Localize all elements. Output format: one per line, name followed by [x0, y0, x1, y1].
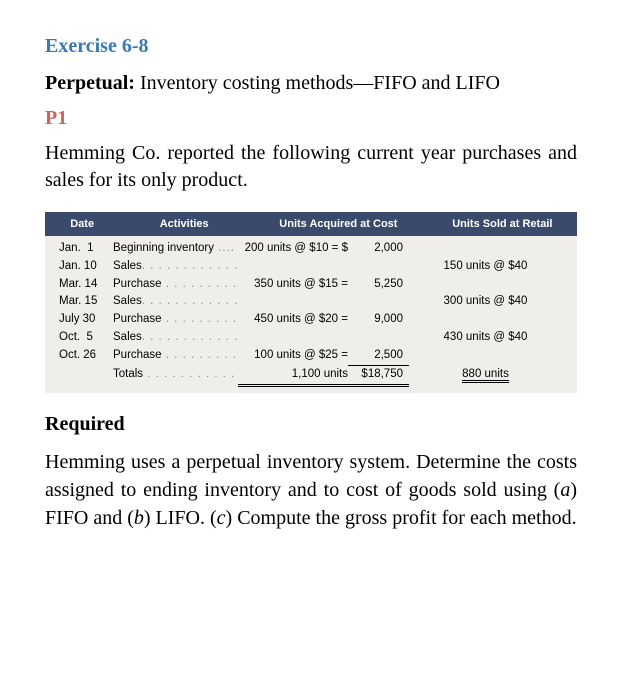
cell-activity: Sales. . . . . . . . . . . . . . . . — [113, 258, 238, 276]
col-header-activities: Activities — [119, 212, 249, 236]
cell-acquired: 200 units @ $10 = $2,000 — [238, 240, 413, 258]
table-totals-row: Totals . . . . . . . . . . . . . . .1,10… — [45, 366, 577, 387]
cell-activity: Purchase . . . . . . . . . . . . — [113, 276, 238, 294]
cell-activity: Beginning inventory .... — [113, 240, 238, 258]
cell-sold: 430 units @ $40 — [413, 329, 558, 347]
intro-text: Hemming Co. reported the following curre… — [45, 140, 577, 194]
req-t1: Hemming uses a perpetual inventory syste… — [45, 451, 577, 501]
table-header: Date Activities Units Acquired at Cost U… — [45, 212, 577, 236]
cell-sold: 150 units @ $40 — [413, 258, 558, 276]
table-row: July 30Purchase . . . . . . . . . . . .4… — [45, 311, 577, 329]
table-row: Mar. 15Sales. . . . . . . . . . . . . . … — [45, 293, 577, 311]
exercise-title: Perpetual: Inventory costing methods—FIF… — [45, 70, 577, 97]
title-bold: Perpetual: — [45, 72, 135, 94]
table-row: Oct. 26Purchase . . . . . . . . . . . .1… — [45, 347, 577, 366]
table-row: Oct. 5Sales. . . . . . . . . . . . . . .… — [45, 329, 577, 347]
cell-date: Mar. 14 — [45, 276, 113, 294]
title-rest: Inventory costing methods—FIFO and LIFO — [135, 72, 500, 94]
cell-sold: 880 units — [413, 366, 558, 384]
table-row: Jan. 1Beginning inventory ....200 units … — [45, 240, 577, 258]
cell-date: July 30 — [45, 311, 113, 329]
cell-acquired: 1,100 units$18,750 — [238, 366, 413, 387]
cell-sold: 300 units @ $40 — [413, 293, 558, 311]
cell-activity: Purchase . . . . . . . . . . . . — [113, 311, 238, 329]
table-body: Jan. 1Beginning inventory ....200 units … — [45, 236, 577, 387]
req-b: b — [134, 507, 144, 529]
table-row: Mar. 14Purchase . . . . . . . . . . . .3… — [45, 276, 577, 294]
col-header-acquired: Units Acquired at Cost — [249, 212, 428, 236]
exercise-number: Exercise 6-8 — [45, 35, 577, 58]
cell-acquired: 100 units @ $25 =2,500 — [238, 347, 413, 366]
cell-date: Oct. 5 — [45, 329, 113, 347]
table-row: Jan. 10Sales. . . . . . . . . . . . . . … — [45, 258, 577, 276]
required-text: Hemming uses a perpetual inventory syste… — [45, 448, 577, 532]
cell-activity: Sales. . . . . . . . . . . . . . . . — [113, 293, 238, 311]
inventory-table: Date Activities Units Acquired at Cost U… — [45, 212, 577, 393]
cell-acquired: 450 units @ $20 =9,000 — [238, 311, 413, 329]
req-t4: ) Compute the gross profit for each meth… — [226, 507, 577, 529]
req-a: a — [560, 479, 570, 501]
cell-date: Jan. 1 — [45, 240, 113, 258]
col-header-sold: Units Sold at Retail — [428, 212, 577, 236]
cell-activity: Totals . . . . . . . . . . . . . . . — [113, 366, 238, 384]
cell-date: Mar. 15 — [45, 293, 113, 311]
problem-label: P1 — [45, 107, 577, 130]
cell-activity: Purchase . . . . . . . . . . . . — [113, 347, 238, 365]
req-t3: ) LIFO. ( — [144, 507, 217, 529]
col-header-date: Date — [45, 212, 119, 236]
required-heading: Required — [45, 413, 577, 436]
req-c: c — [217, 507, 226, 529]
cell-date: Oct. 26 — [45, 347, 113, 365]
cell-activity: Sales. . . . . . . . . . . . . . . . — [113, 329, 238, 347]
cell-acquired: 350 units @ $15 =5,250 — [238, 276, 413, 294]
cell-date: Jan. 10 — [45, 258, 113, 276]
